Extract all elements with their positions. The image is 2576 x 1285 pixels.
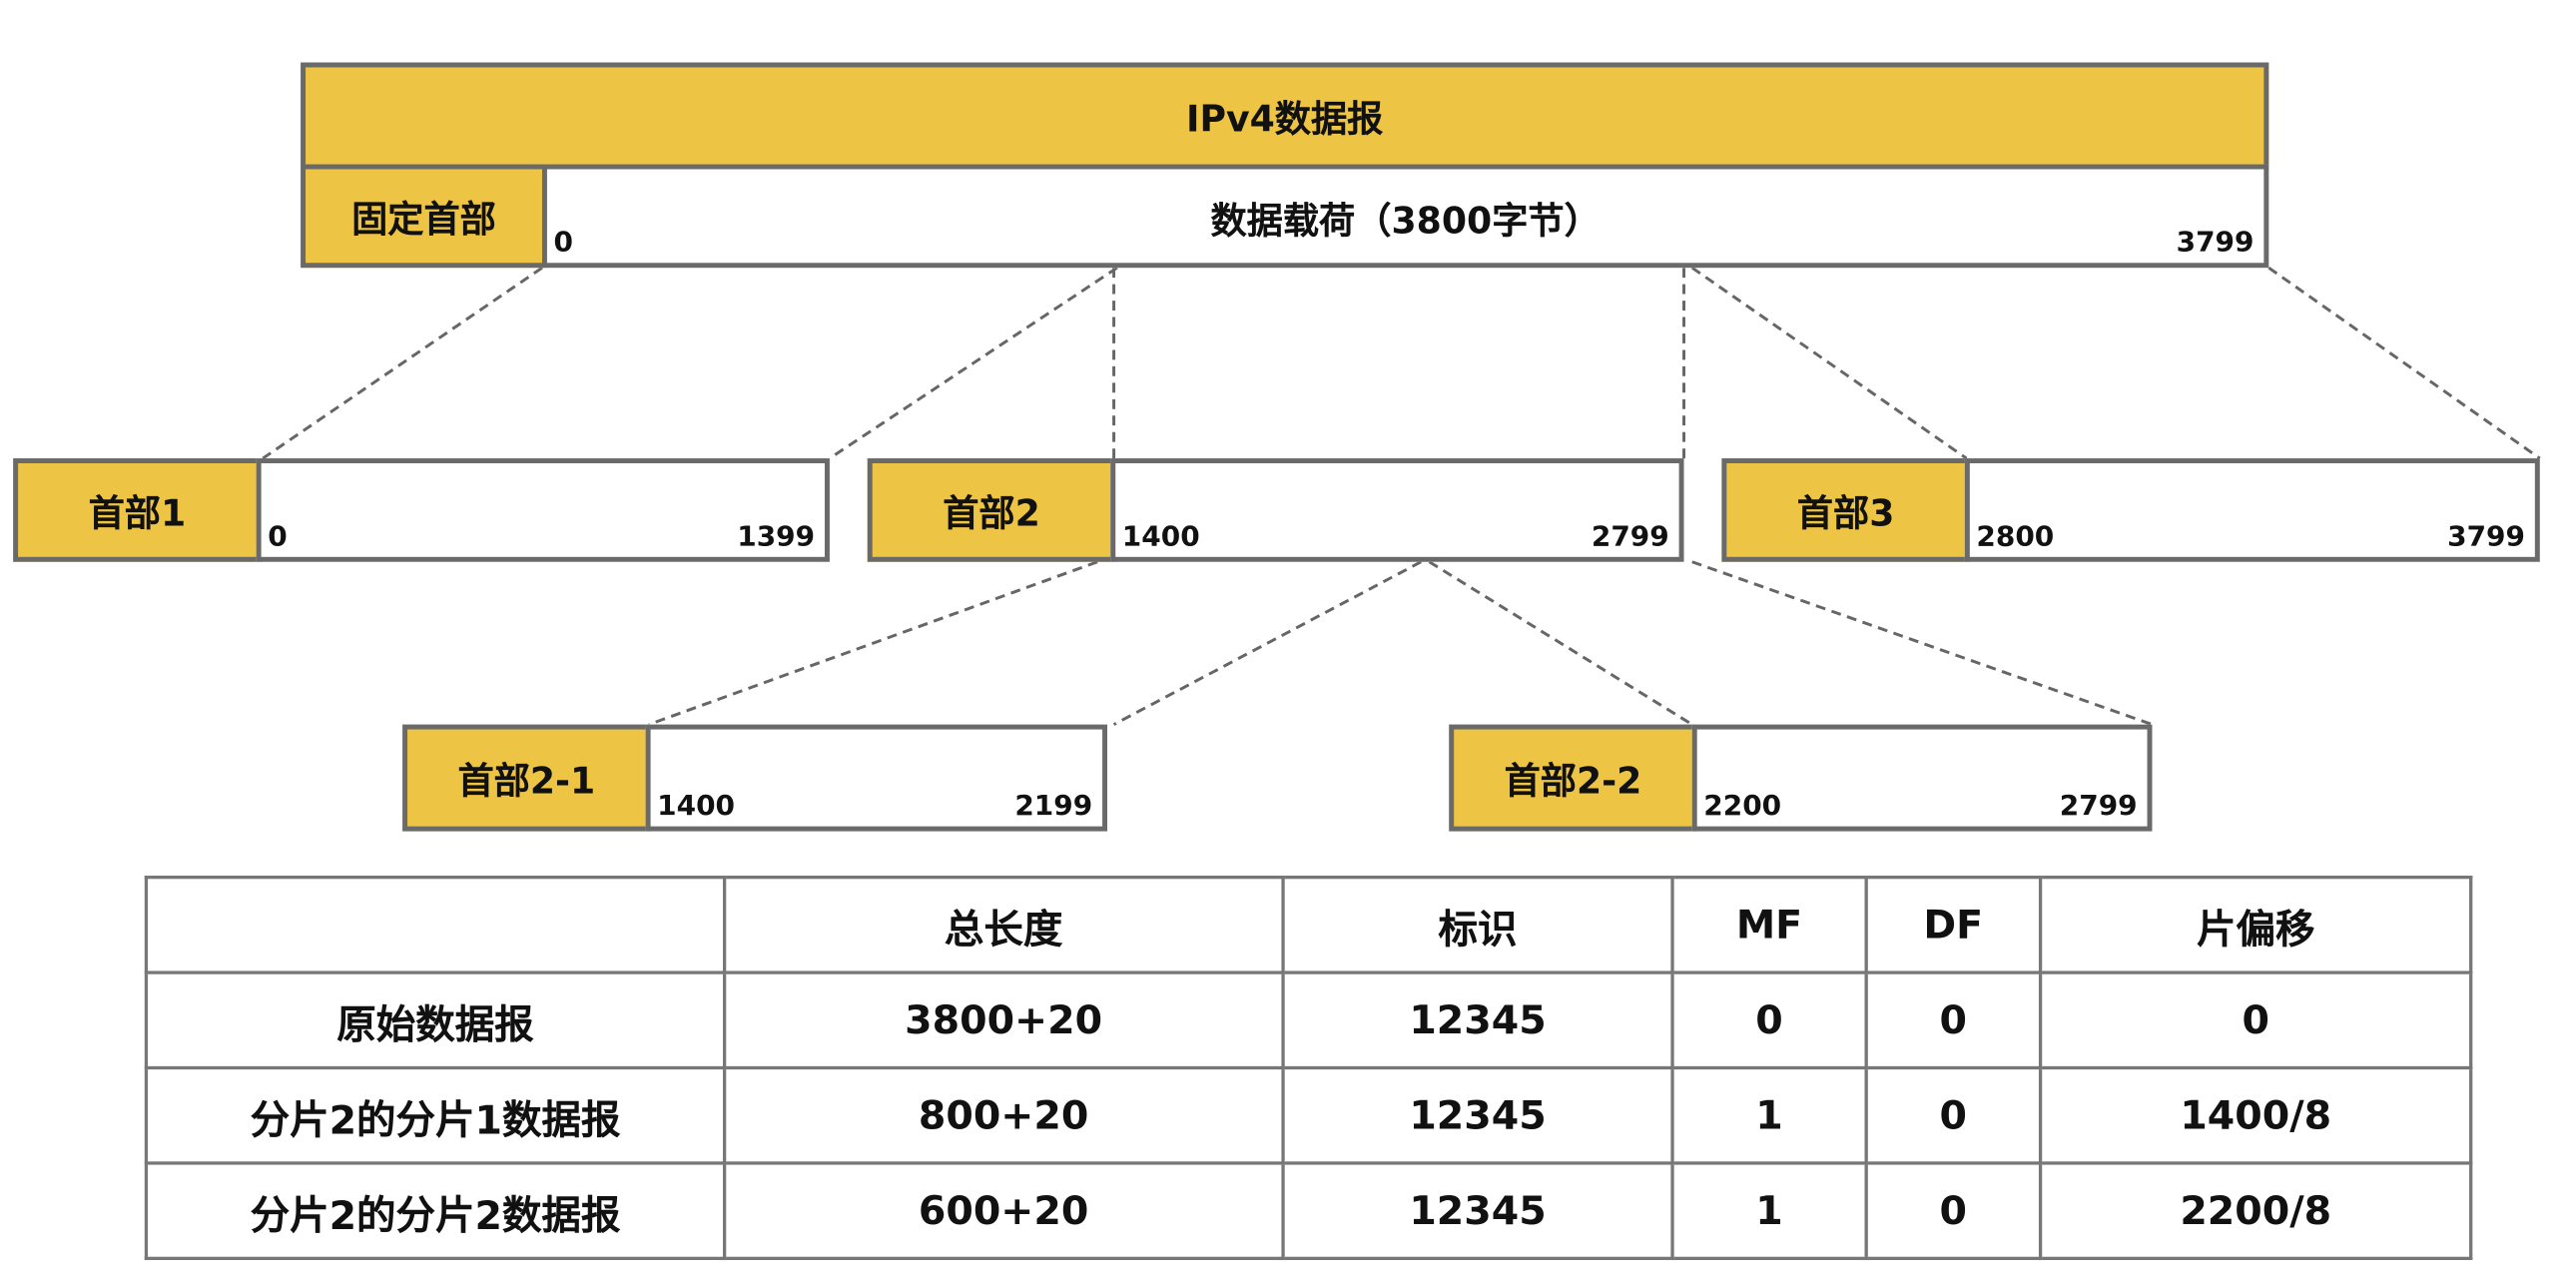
cell: 0 — [1863, 970, 2043, 1070]
cell: 2200/8 — [2039, 1161, 2473, 1261]
subfragment-2-2-payload: 2200 2799 — [1691, 724, 2153, 832]
table-row: 原始数据报 3800+20 12345 0 0 0 — [144, 970, 2473, 1070]
subfragment-2-2-end: 2799 — [2059, 790, 2138, 824]
connector-line — [1690, 266, 1968, 460]
subfragment-2-1-payload: 1400 2199 — [645, 724, 1107, 832]
fragment-3-payload: 2800 3799 — [1964, 458, 2540, 562]
fragment-1-header: 首部1 — [13, 458, 262, 562]
datagram-title: IPv4数据报 — [1186, 99, 1384, 141]
payload: 数据载荷（3800字节） 0 3799 — [541, 164, 2269, 269]
subfragment-2-1-header-label: 首部2-1 — [457, 761, 596, 803]
cell: 1 — [1670, 1065, 1868, 1165]
cell: 0 — [2039, 970, 2473, 1070]
table-row: 分片2的分片1数据报 800+20 12345 1 0 1400/8 — [144, 1065, 2473, 1165]
connector-line — [648, 560, 1098, 727]
payload-label: 数据载荷（3800字节） — [1210, 202, 1601, 244]
cell: 1400/8 — [2039, 1065, 2473, 1165]
cell: 0 — [1863, 1065, 2043, 1165]
fixed-header-label: 固定首部 — [351, 199, 496, 242]
header-cell: 片偏移 — [2039, 875, 2473, 974]
subfragment-2-2-header: 首部2-2 — [1449, 724, 1697, 832]
header-cell: MF — [1670, 875, 1868, 974]
cell: 1 — [1670, 1161, 1868, 1261]
payload-start: 0 — [553, 227, 573, 260]
connector-line — [1691, 560, 2153, 727]
connector-line — [2267, 266, 2541, 460]
fragment-table: 总长度 标识 MF DF 片偏移 原始数据报 3800+20 12345 0 0 0 分片… — [144, 875, 2473, 1261]
header-cell: DF — [1863, 875, 2043, 974]
connector-line — [829, 266, 1118, 460]
subfragment-2-2-start: 2200 — [1703, 790, 1782, 824]
fragment-2-header: 首部2 — [867, 458, 1116, 562]
fragment-2-payload: 1400 2799 — [1110, 458, 1684, 562]
cell: 分片2的分片2数据报 — [144, 1161, 727, 1261]
header-cell: 标识 — [1280, 875, 1675, 974]
fragment-2-end: 2799 — [1591, 520, 1669, 554]
cell: 800+20 — [722, 1065, 1285, 1165]
header-cell — [144, 875, 727, 974]
fragment-1-payload: 0 1399 — [256, 458, 830, 562]
cell: 12345 — [1280, 970, 1675, 1070]
fragment-3-end: 3799 — [2447, 520, 2525, 554]
header-cell: 总长度 — [722, 875, 1285, 974]
fragment-3-start: 2800 — [1976, 520, 2055, 554]
table-header-row: 总长度 标识 MF DF 片偏移 — [144, 875, 2473, 974]
fragment-3-header-label: 首部3 — [1796, 493, 1895, 535]
cell: 3800+20 — [722, 970, 1285, 1070]
connector-line — [1112, 560, 1422, 726]
fragment-3-header: 首部3 — [1721, 458, 1970, 562]
cell: 12345 — [1280, 1161, 1675, 1261]
subfragment-2-1-header: 首部2-1 — [402, 724, 651, 832]
fragment-1-start: 0 — [268, 520, 288, 554]
connector-line — [1428, 560, 1693, 726]
fragment-1-end: 1399 — [737, 520, 816, 554]
subfragment-2-1-end: 2199 — [1014, 790, 1093, 824]
subfragment-2-2-header-label: 首部2-2 — [1504, 761, 1642, 803]
fixed-header: 固定首部 — [301, 164, 547, 269]
cell: 0 — [1670, 970, 1868, 1070]
cell: 0 — [1863, 1161, 2043, 1261]
cell: 分片2的分片1数据报 — [144, 1065, 727, 1165]
connector-line — [262, 266, 543, 460]
datagram-title-bar: IPv4数据报 — [301, 62, 2269, 170]
subfragment-2-1-start: 1400 — [657, 790, 736, 824]
fragment-2-header-label: 首部2 — [943, 493, 1040, 535]
fragment-2-start: 1400 — [1121, 520, 1200, 554]
cell: 600+20 — [722, 1161, 1285, 1261]
fragment-1-header-label: 首部1 — [88, 493, 187, 535]
payload-end: 3799 — [2176, 227, 2254, 260]
cell: 12345 — [1280, 1065, 1675, 1165]
table-row: 分片2的分片2数据报 600+20 12345 1 0 2200/8 — [144, 1161, 2473, 1261]
cell: 原始数据报 — [144, 970, 727, 1070]
